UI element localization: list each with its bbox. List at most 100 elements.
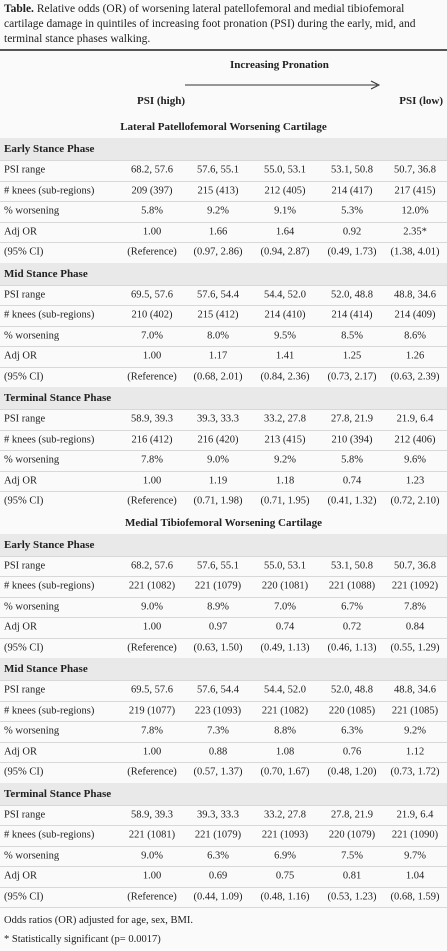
cell-value: 7.5% (341, 850, 363, 862)
cell-value: 221 (1085) (391, 705, 439, 717)
cell-value: 68.2, 57.6 (131, 560, 173, 572)
cell-value: (0.53, 1.23) (327, 891, 377, 903)
cell-value: 0.84 (405, 621, 425, 633)
cell-value: 9.0% (141, 850, 163, 862)
cell-value: (0.55, 1.29) (390, 642, 440, 654)
table-row: Adj OR 1.00 1.19 1.18 0.74 1.23 (0, 471, 447, 492)
cell-value: 1.12 (405, 746, 425, 758)
cell-value: 9.7% (404, 850, 426, 862)
cell-value: 1.23 (405, 475, 425, 487)
cell-value: (0.97, 2.86) (193, 246, 243, 258)
cell-value: (0.73, 1.72) (390, 766, 440, 778)
phase-title: Terminal Stance Phase (4, 392, 112, 404)
cell-value: 0.97 (208, 621, 228, 633)
cell-value: 9.0% (207, 454, 229, 466)
section-title: Lateral Patellofemoral Worsening Cartila… (120, 121, 327, 133)
cell-value: 69.5, 57.6 (131, 684, 173, 696)
cell-value: 21.9, 6.4 (396, 809, 434, 821)
cell-value: (0.70, 1.67) (260, 766, 310, 778)
row-label: % worsening (4, 330, 60, 342)
cell-value: 210 (402) (131, 309, 173, 321)
cell-value: 7.0% (274, 601, 296, 613)
cell-value: 9.2% (207, 205, 229, 217)
cell-value: 33.2, 27.8 (264, 809, 306, 821)
cell-value: 55.0, 53.1 (264, 164, 306, 176)
cell-value: 214 (409) (394, 309, 436, 321)
table-row: # knees (sub-regions) 219 (1077) 223 (1093… (0, 701, 447, 722)
cell-value: 220 (1081) (261, 580, 309, 592)
cell-value: 1.25 (342, 350, 362, 362)
phase-title-row: Mid Stance Phase (0, 658, 447, 681)
cell-value: 7.0% (141, 330, 163, 342)
cell-value: 221 (1093) (261, 829, 309, 841)
table-row: PSI range 68.2, 57.6 57.6, 55.1 55.0, 53.1 5… (0, 160, 447, 182)
arrow (185, 80, 381, 90)
row-label: # knees (sub-regions) (4, 580, 95, 592)
cell-value: (Reference) (127, 495, 177, 507)
cell-value: 1.04 (405, 870, 425, 882)
cell-value: 5.8% (141, 205, 163, 217)
cell-value: (Reference) (127, 891, 177, 903)
cell-value: 220 (1079) (328, 829, 376, 841)
cell-value: (0.71, 1.98) (193, 495, 243, 507)
cell-value: 1.17 (208, 350, 228, 362)
cell-value: 210 (394) (331, 434, 373, 446)
table-row: % worsening 9.0% 6.3% 6.9% 7.5% 9.7% (0, 846, 447, 867)
cell-value: (0.44, 1.09) (193, 891, 243, 903)
cell-value: 221 (1088) (328, 580, 376, 592)
cell-value: (0.48, 1.20) (327, 766, 377, 778)
row-label: # knees (sub-regions) (4, 829, 95, 841)
cell-value: 6.3% (341, 725, 363, 737)
row-label: # knees (sub-regions) (4, 309, 95, 321)
cell-value: 212 (405) (264, 185, 306, 197)
cell-value: 221 (1090) (391, 829, 439, 841)
cell-value: 0.75 (275, 870, 295, 882)
cell-value: 221 (1081) (128, 829, 176, 841)
cell-value: 6.9% (274, 850, 296, 862)
row-label: (95% CI) (4, 495, 44, 507)
row-label: (95% CI) (4, 371, 44, 383)
row-label: Adj OR (4, 621, 37, 633)
row-label: PSI range (4, 289, 46, 301)
row-label: % worsening (4, 205, 60, 217)
cell-value: 48.8, 34.6 (394, 684, 436, 696)
cell-value: 9.2% (404, 725, 426, 737)
cell-value: 221 (1092) (391, 580, 439, 592)
row-label: (95% CI) (4, 246, 44, 258)
row-label: (95% CI) (4, 891, 44, 903)
cell-value: 1.00 (142, 870, 162, 882)
cell-value: 54.4, 52.0 (264, 684, 306, 696)
cell-value: 33.2, 27.8 (264, 413, 306, 425)
cell-value: 6.3% (207, 850, 229, 862)
row-label: PSI range (4, 164, 46, 176)
section-title-row: Medial Tibiofemoral Worsening Cartilage (0, 511, 447, 535)
cell-value: 53.1, 50.8 (331, 164, 373, 176)
table-row: PSI range 58.9, 39.3 39.3, 33.3 33.2, 27.8 2… (0, 805, 447, 826)
row-label: (95% CI) (4, 642, 44, 654)
header-first: PSI (high) (137, 95, 185, 107)
phase-title-row: Terminal Stance Phase (0, 387, 447, 410)
cell-value: (1.38, 4.01) (390, 246, 440, 258)
phase-title-row: Mid Stance Phase (0, 262, 447, 286)
cell-value: 0.92 (342, 226, 362, 238)
cell-value: (Reference) (127, 766, 177, 778)
cell-value: 9.1% (274, 205, 296, 217)
cell-value: 9.6% (404, 454, 426, 466)
cell-value: (0.94, 2.87) (260, 246, 310, 258)
header-last: PSI (low) (399, 95, 443, 107)
table-row: # knees (sub-regions) 221 (1082) 221 (1079… (0, 576, 447, 598)
caption-text: Relative odds (OR) of worsening lateral … (4, 3, 416, 45)
table-row: Adj OR 1.00 0.69 0.75 0.81 1.04 (0, 866, 447, 888)
cell-value: 6.7% (341, 601, 363, 613)
table-row: (95% CI) (Reference) (0.44, 1.09) (0.48, 1.… (0, 887, 447, 908)
cell-value: 5.3% (341, 205, 363, 217)
table-row: PSI range 58.9, 39.3 39.3, 33.3 33.2, 27.8 2… (0, 409, 447, 431)
table-row: Adj OR 1.00 0.88 1.08 0.76 1.12 (0, 742, 447, 763)
table-row: Adj OR 1.00 0.97 0.74 0.72 0.84 (0, 617, 447, 639)
cell-value: 1.19 (208, 475, 228, 487)
cell-value: 0.69 (208, 870, 228, 882)
cell-value: (Reference) (127, 246, 177, 258)
row-label: (95% CI) (4, 766, 44, 778)
cell-value: 1.00 (142, 621, 162, 633)
